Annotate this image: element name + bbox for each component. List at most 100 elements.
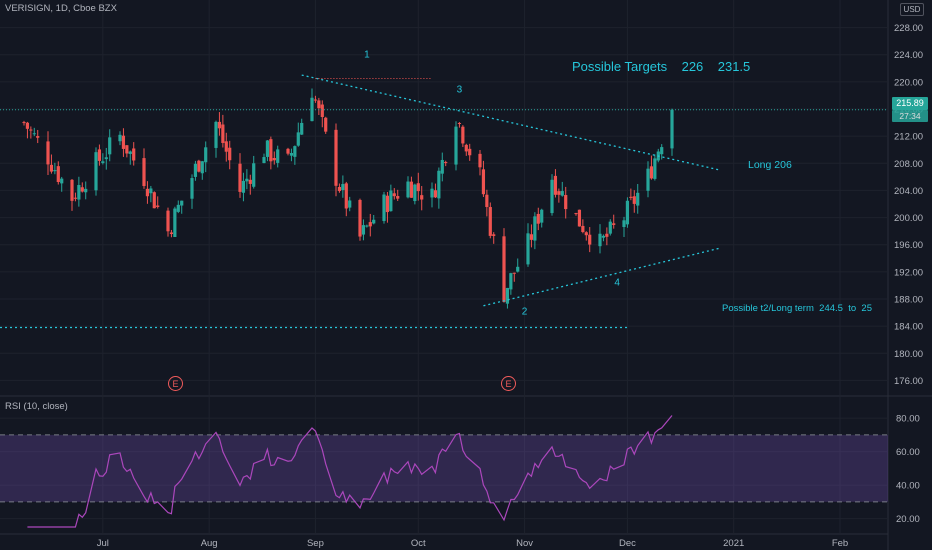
rsi-line: [27, 415, 673, 528]
candle-body: [334, 129, 338, 186]
candle-body: [433, 190, 438, 198]
earnings-marker-oct[interactable]: E: [501, 376, 516, 391]
candle-body: [53, 170, 57, 172]
candle-body: [540, 209, 544, 223]
time-tick-label: Feb: [832, 538, 848, 549]
earnings-marker-aug[interactable]: E: [168, 376, 183, 391]
candle-body: [128, 151, 132, 154]
candle-body: [454, 126, 458, 165]
candle-body: [516, 266, 520, 272]
candle-body: [361, 225, 366, 235]
candle-body: [176, 204, 180, 212]
candle-body: [625, 200, 630, 225]
candle-body: [629, 196, 633, 198]
candle-body: [313, 99, 318, 101]
candle-body: [262, 157, 266, 164]
candle-body: [358, 199, 362, 237]
candle-body: [25, 122, 30, 129]
candle-body: [238, 163, 242, 192]
candle-body: [121, 135, 126, 149]
candle-body: [385, 195, 390, 213]
candle-body: [557, 191, 561, 195]
candle-body: [564, 195, 568, 210]
wave-label-1: 1: [364, 49, 370, 60]
candle-body: [204, 147, 208, 163]
candle-body: [245, 178, 249, 182]
candle-body: [660, 147, 664, 155]
candle-body: [84, 188, 88, 193]
candle-body: [636, 192, 640, 206]
symbol-title: VERISIGN, 1D, Cboe BZX: [5, 3, 117, 14]
candle-body: [60, 178, 64, 184]
candle-body: [221, 124, 225, 143]
candle-body: [296, 132, 300, 146]
candle-body: [29, 129, 33, 131]
candle-body: [622, 220, 626, 227]
time-tick-label: Sep: [307, 538, 324, 549]
price-tick-label: 188.00: [894, 295, 923, 306]
candle-body: [101, 161, 105, 164]
candle-body: [276, 149, 280, 163]
candle-body: [293, 146, 297, 157]
candle-body: [70, 179, 74, 201]
candle-body: [372, 219, 376, 224]
candle-body: [289, 152, 294, 156]
candle-body: [406, 181, 410, 198]
candle-body: [317, 100, 321, 109]
candle-body: [190, 178, 194, 199]
uptrend-line: [483, 247, 721, 307]
candle-body: [492, 234, 496, 236]
candle-body: [536, 213, 540, 224]
candle-body: [248, 179, 252, 184]
time-tick-label: 2021: [723, 538, 744, 549]
candle-body: [156, 205, 160, 207]
candle-body: [605, 233, 609, 237]
candle-body: [612, 223, 616, 225]
price-tick-label: 180.00: [894, 349, 923, 360]
candle-body: [337, 186, 342, 192]
targets-annotation: Possible Targets 226 231.5: [572, 59, 750, 74]
price-tick-label: 176.00: [894, 376, 923, 387]
candle-body: [464, 144, 468, 152]
candle-body: [468, 148, 472, 156]
candle-body: [73, 197, 78, 199]
rsi-band-fill: [0, 434, 888, 502]
currency-badge[interactable]: USD: [900, 3, 924, 16]
price-tick-label: 200.00: [894, 213, 923, 224]
candle-body: [193, 163, 198, 177]
candle-body: [461, 126, 465, 144]
rsi-tick-label: 80.00: [896, 414, 920, 425]
candle-series: [22, 88, 674, 309]
candle-body: [320, 104, 324, 117]
candle-body: [348, 200, 352, 208]
candle-body: [269, 139, 273, 162]
price-tick-label: 192.00: [894, 267, 923, 278]
candle-body: [649, 166, 654, 179]
annotations: 1 2 3 4 Possible Targets 226 231.5 Long 206 Po…: [0, 49, 888, 329]
candle-body: [481, 169, 486, 195]
candle-body: [512, 272, 516, 274]
candle-body: [132, 148, 136, 161]
candle-body: [396, 196, 400, 199]
candle-body: [440, 159, 444, 174]
candle-body: [485, 194, 489, 208]
candle-body: [529, 234, 534, 240]
candle-body: [505, 287, 510, 304]
candle-body: [581, 225, 585, 233]
price-tick-label: 228.00: [894, 23, 923, 34]
wave-label-3: 3: [457, 85, 463, 96]
candle-body: [22, 122, 26, 124]
candle-body: [584, 232, 588, 236]
candle-body: [344, 183, 348, 209]
long-term-annotation: Possible t2/Long term 244.5 to 25: [722, 303, 872, 314]
candle-body: [577, 209, 582, 227]
candle-body: [368, 222, 372, 227]
candle-body: [550, 179, 554, 214]
wave-label-4: 4: [614, 277, 620, 288]
candle-body: [286, 148, 290, 154]
time-tick-label: Oct: [411, 538, 426, 549]
candle-body: [166, 210, 170, 232]
